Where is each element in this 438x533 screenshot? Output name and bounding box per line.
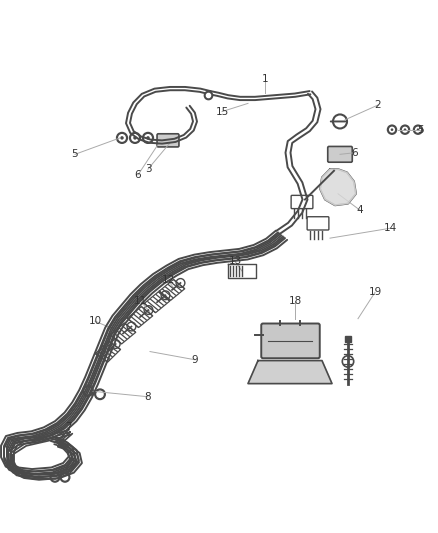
Circle shape (415, 127, 421, 133)
Circle shape (83, 386, 93, 396)
Text: 4: 4 (357, 205, 363, 215)
Text: 11: 11 (134, 296, 147, 305)
Circle shape (389, 127, 395, 133)
Circle shape (142, 132, 154, 144)
Text: 5: 5 (72, 149, 78, 159)
Text: 1: 1 (261, 74, 268, 84)
Circle shape (391, 128, 393, 131)
Circle shape (50, 472, 60, 482)
Text: 12: 12 (161, 275, 175, 285)
Circle shape (62, 475, 67, 480)
FancyBboxPatch shape (328, 147, 352, 162)
Circle shape (95, 389, 105, 400)
Text: 18: 18 (288, 296, 302, 305)
Circle shape (413, 124, 423, 135)
Circle shape (402, 127, 408, 133)
Circle shape (120, 136, 124, 140)
Circle shape (53, 475, 58, 480)
Text: 8: 8 (145, 392, 151, 402)
FancyBboxPatch shape (261, 324, 320, 358)
Text: 3: 3 (145, 164, 151, 174)
Text: 2: 2 (374, 100, 381, 110)
Circle shape (129, 132, 141, 144)
Circle shape (146, 136, 150, 140)
Circle shape (404, 128, 406, 131)
Circle shape (118, 134, 126, 142)
Text: 6: 6 (352, 148, 358, 158)
Text: 7: 7 (65, 422, 71, 432)
Text: 9: 9 (192, 355, 198, 365)
Circle shape (85, 388, 91, 394)
Text: 13: 13 (228, 256, 242, 266)
Text: 14: 14 (383, 223, 397, 233)
Text: 10: 10 (88, 316, 102, 326)
Circle shape (144, 134, 152, 142)
Polygon shape (320, 169, 356, 205)
Circle shape (400, 124, 410, 135)
Text: 19: 19 (368, 287, 381, 297)
Text: 5: 5 (417, 125, 423, 135)
Polygon shape (248, 361, 332, 384)
Circle shape (131, 134, 139, 142)
Circle shape (97, 391, 103, 397)
Circle shape (116, 132, 128, 144)
Circle shape (60, 472, 70, 482)
FancyBboxPatch shape (157, 134, 179, 147)
Circle shape (387, 124, 397, 135)
Text: 6: 6 (135, 170, 141, 180)
Circle shape (417, 128, 419, 131)
Text: 15: 15 (215, 107, 229, 117)
Circle shape (133, 136, 137, 140)
